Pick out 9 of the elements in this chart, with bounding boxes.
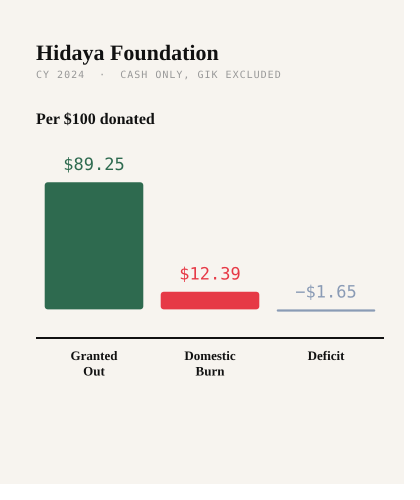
data-label: $12.39 — [179, 264, 241, 285]
x-tick-label: Domestic Burn — [184, 348, 236, 379]
data-label: −$1.65 — [295, 282, 357, 302]
chart-subtitle: CY 2024 · CASH ONLY, GIK EXCLUDED — [36, 70, 283, 81]
data-label: $89.25 — [63, 155, 125, 176]
text: Per $100 donated — [36, 111, 156, 129]
x-tick-label: Granted Out — [70, 348, 118, 379]
chart-title: Hidaya Foundation — [36, 40, 220, 66]
x-tick-label: Deficit — [308, 348, 346, 363]
